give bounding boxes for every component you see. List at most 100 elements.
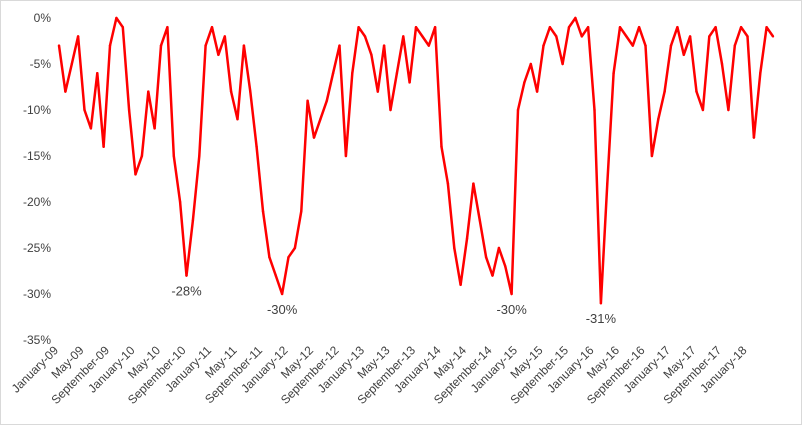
data-point (695, 90, 698, 93)
data-point (338, 44, 341, 47)
trough-data-label: -28% (171, 284, 202, 299)
data-point (593, 108, 596, 112)
data-point (714, 26, 717, 29)
data-point (446, 182, 450, 185)
data-point (217, 53, 220, 56)
y-tick-label: 0% (34, 11, 52, 25)
data-point (255, 145, 258, 148)
data-point (331, 72, 335, 75)
data-point (236, 118, 239, 121)
data-point (229, 90, 233, 93)
data-point (586, 26, 590, 29)
data-point (631, 44, 634, 47)
drawdown-series-line (57, 16, 775, 305)
data-point (497, 246, 501, 250)
trough-data-label: -30% (267, 302, 298, 317)
data-point (153, 127, 156, 130)
y-tick-label: -35% (23, 333, 51, 347)
data-point (134, 173, 137, 176)
data-point (504, 265, 507, 268)
data-point (491, 274, 494, 277)
data-point (421, 35, 424, 38)
data-point (759, 72, 762, 75)
data-point (242, 44, 246, 47)
data-point (402, 35, 405, 38)
data-point (64, 90, 67, 93)
data-point (548, 26, 552, 29)
data-point (484, 256, 488, 259)
data-point (108, 44, 112, 47)
data-point (408, 81, 411, 84)
data-point (478, 219, 481, 222)
data-point (529, 62, 532, 66)
data-point (261, 210, 265, 213)
y-tick-label: -10% (23, 103, 51, 117)
data-point (414, 26, 418, 29)
data-point (274, 274, 277, 277)
y-tick-label: -5% (30, 57, 52, 71)
data-point (555, 35, 558, 38)
data-point (567, 26, 571, 29)
data-point (612, 72, 615, 75)
data-point (542, 44, 545, 47)
data-point (268, 256, 271, 259)
data-point (472, 182, 475, 185)
data-point (395, 72, 399, 75)
data-point (376, 90, 379, 93)
data-point (96, 72, 99, 75)
data-point (293, 246, 297, 250)
data-point (657, 118, 660, 121)
data-point (516, 108, 520, 112)
data-point (300, 210, 303, 213)
trough-data-label: -30% (496, 302, 527, 317)
data-point (351, 72, 354, 75)
data-point (204, 44, 207, 47)
data-point (319, 118, 322, 121)
data-point (178, 200, 182, 204)
data-point (57, 44, 61, 47)
data-point (580, 35, 583, 38)
data-point (89, 127, 93, 130)
data-point (682, 53, 685, 56)
data-point (453, 246, 456, 250)
data-point (306, 99, 309, 103)
data-point (76, 35, 80, 38)
data-point (121, 26, 125, 29)
data-point (606, 182, 609, 185)
data-point (574, 16, 577, 20)
data-point (166, 26, 169, 29)
data-point (727, 108, 730, 112)
data-point (465, 237, 469, 240)
y-tick-label: -20% (23, 195, 51, 209)
data-point (389, 108, 392, 112)
data-point (115, 16, 118, 20)
data-point (344, 154, 348, 158)
data-point (223, 35, 226, 38)
data-point (198, 154, 201, 158)
y-tick-label: -15% (23, 149, 51, 163)
data-point (637, 26, 641, 29)
data-point (669, 44, 673, 47)
data-point (427, 44, 430, 47)
data-point (325, 99, 328, 103)
data-point (287, 256, 290, 259)
data-point (625, 35, 628, 38)
data-point (644, 44, 647, 47)
data-point (676, 26, 679, 29)
data-point (312, 136, 316, 139)
data-point (159, 44, 163, 47)
data-point (357, 26, 360, 29)
data-point (102, 145, 105, 148)
data-point (83, 108, 86, 112)
data-point (701, 108, 705, 112)
data-point (688, 35, 692, 38)
data-point (733, 44, 736, 47)
data-point (191, 219, 195, 222)
data-point (599, 302, 603, 305)
data-point (523, 81, 526, 84)
data-point (561, 62, 564, 66)
data-point (147, 90, 150, 93)
y-tick-label: -25% (23, 241, 51, 255)
data-point (765, 26, 768, 29)
